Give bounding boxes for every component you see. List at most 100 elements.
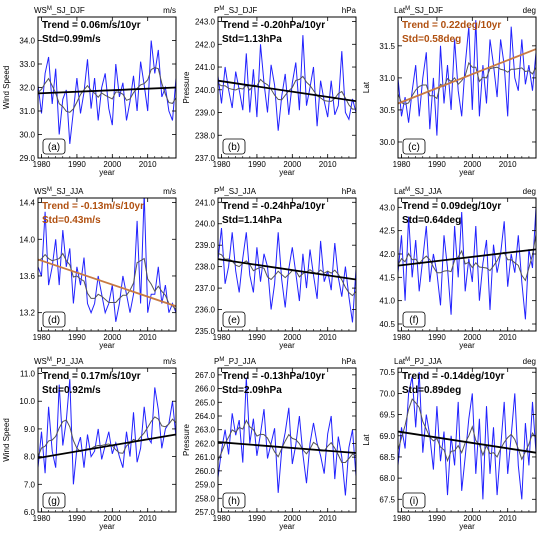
plot-area (218, 227, 356, 323)
y-tick-label: 239.0 (195, 109, 216, 118)
panel-title-superscript: M (47, 187, 52, 193)
unit-label: m/s (163, 357, 176, 366)
panel-title-superscript: M (47, 6, 52, 12)
panel-label-box (42, 311, 66, 328)
panel-title: LatM_PJ_JJA (394, 357, 442, 366)
panel-label: (f) (409, 315, 418, 326)
plot-frame (37, 367, 177, 513)
std-annotation: Std=1.14hPa (222, 215, 282, 226)
smoothed-series-line (38, 67, 176, 113)
x-tick-label: 2010 (139, 160, 157, 169)
data-series-line (218, 377, 356, 496)
x-tick-label: 2010 (499, 333, 517, 342)
x-tick-label: 1980 (393, 514, 411, 523)
y-tick-label: 260.0 (195, 467, 216, 476)
trend-line (218, 258, 356, 281)
plot-area (38, 379, 176, 485)
std-annotation: Std=2.09hPa (222, 385, 282, 396)
y-tick-label: 69.0 (379, 432, 395, 441)
panel-d: WSM_SJ_JJA m/s 1980 1990 2000 2010 13.2 13.6 14.… (19, 187, 177, 350)
y-tick-label: 11.0 (20, 370, 36, 379)
panel-title: WSM_SJ_JJA (34, 187, 84, 196)
y-tick-label: 30.5 (379, 106, 395, 115)
panel-title-rest: _SJ_DJF (51, 6, 85, 15)
y-tick-label: 8.0 (24, 453, 36, 462)
y-tick-label: 267.0 (195, 371, 216, 380)
x-tick-label: 2000 (103, 514, 121, 523)
panel-label: (a) (48, 142, 60, 153)
panel-title-base: WS (34, 187, 47, 196)
y-tick-label: 30.0 (19, 131, 35, 140)
x-tick-label: 1990 (248, 160, 266, 169)
y-tick-label: 238.0 (195, 263, 216, 272)
x-axis-label: year (459, 168, 475, 177)
panel-title: WSM_SJ_DJF (34, 6, 85, 15)
y-tick-label: 266.0 (195, 385, 216, 394)
plot-frame (397, 367, 537, 513)
panel-label: (h) (228, 496, 240, 507)
trend-annotation: Trend = 0.06m/s/10yr (42, 20, 141, 31)
y-tick-label: 70.5 (379, 368, 395, 377)
smoothed-series-line (218, 252, 356, 297)
y-tick-label: 68.5 (379, 453, 395, 462)
y-axis-label: Lat (362, 81, 371, 93)
panel-title-base: WS (34, 357, 47, 366)
y-tick-label: 31.0 (19, 107, 35, 116)
y-tick-label: 31.5 (379, 42, 395, 51)
plot-frame (397, 197, 537, 332)
trend-annotation: Trend = 0.09deg/10yr (402, 201, 501, 212)
panel-title-rest: _PJ_JJA (223, 357, 256, 366)
trend-annotation: Trend = -0.13hPa/10yr (222, 371, 325, 382)
x-tick-label: 1980 (33, 514, 51, 523)
y-axis-label: Pressure (182, 423, 191, 456)
x-tick-label: 1980 (33, 160, 51, 169)
x-axis-label: year (279, 341, 295, 350)
trend-line (218, 441, 356, 454)
data-series-line (38, 379, 176, 485)
x-axis-label: year (99, 522, 115, 531)
panel-title-rest: _PJ_JJA (409, 357, 442, 366)
x-tick-label: 1990 (428, 514, 446, 523)
unit-label: m/s (163, 6, 176, 15)
panel-label: (c) (408, 142, 420, 153)
panel-title-base: Lat (394, 357, 406, 366)
panel-h: PM_PJ_JJA hPa 1980 1990 2000 2010 257.0 258.0 25… (182, 357, 357, 531)
std-annotation: Std=0.99m/s (42, 34, 101, 45)
panel-title-base: P (214, 187, 219, 196)
y-tick-label: 258.0 (195, 494, 216, 503)
y-tick-label: 42.5 (379, 227, 395, 236)
plot-frame (217, 16, 357, 159)
smoothed-series-line (398, 398, 536, 463)
panel-title-rest: _SJ_DJF (223, 6, 257, 15)
panel-b: PM_SJ_DJF hPa 1980 1990 2000 2010 237.0 238.0 23… (182, 6, 357, 177)
panel-title: LatM_SJ_JJA (394, 187, 442, 196)
smoothed-series-line (218, 419, 356, 463)
plot-area (398, 20, 536, 136)
y-tick-label: 259.0 (195, 481, 216, 490)
x-tick-label: 2010 (319, 160, 337, 169)
y-tick-label: 14.0 (19, 235, 35, 244)
panel-label-box (222, 492, 246, 509)
std-annotation: Std=0.58deg (402, 34, 461, 45)
smoothed-series-line (398, 234, 536, 282)
unit-label: hPa (342, 187, 357, 196)
y-tick-label: 261.0 (195, 453, 216, 462)
x-tick-label: 2010 (319, 333, 337, 342)
smoothed-series-line (38, 252, 176, 310)
data-series-line (398, 207, 536, 320)
y-tick-label: 265.0 (195, 398, 216, 407)
std-annotation: Std=0.43m/s (42, 215, 101, 226)
x-tick-label: 2000 (283, 514, 301, 523)
trend-annotation: Trend = -0.13m/s/10yr (42, 201, 144, 212)
panel-title-rest: _PJ_JJA (51, 357, 84, 366)
x-tick-label: 1990 (428, 160, 446, 169)
std-annotation: Std=1.13hPa (222, 34, 282, 45)
y-tick-label: 68.0 (379, 474, 395, 483)
x-axis-label: year (279, 522, 295, 531)
panel-label: (e) (228, 315, 240, 326)
panel-title: PM_SJ_JJA (214, 187, 257, 196)
panel-title-base: P (214, 357, 219, 366)
y-tick-label: 241.0 (195, 198, 216, 207)
data-series-line (398, 372, 536, 500)
y-tick-label: 43.0 (379, 203, 395, 212)
